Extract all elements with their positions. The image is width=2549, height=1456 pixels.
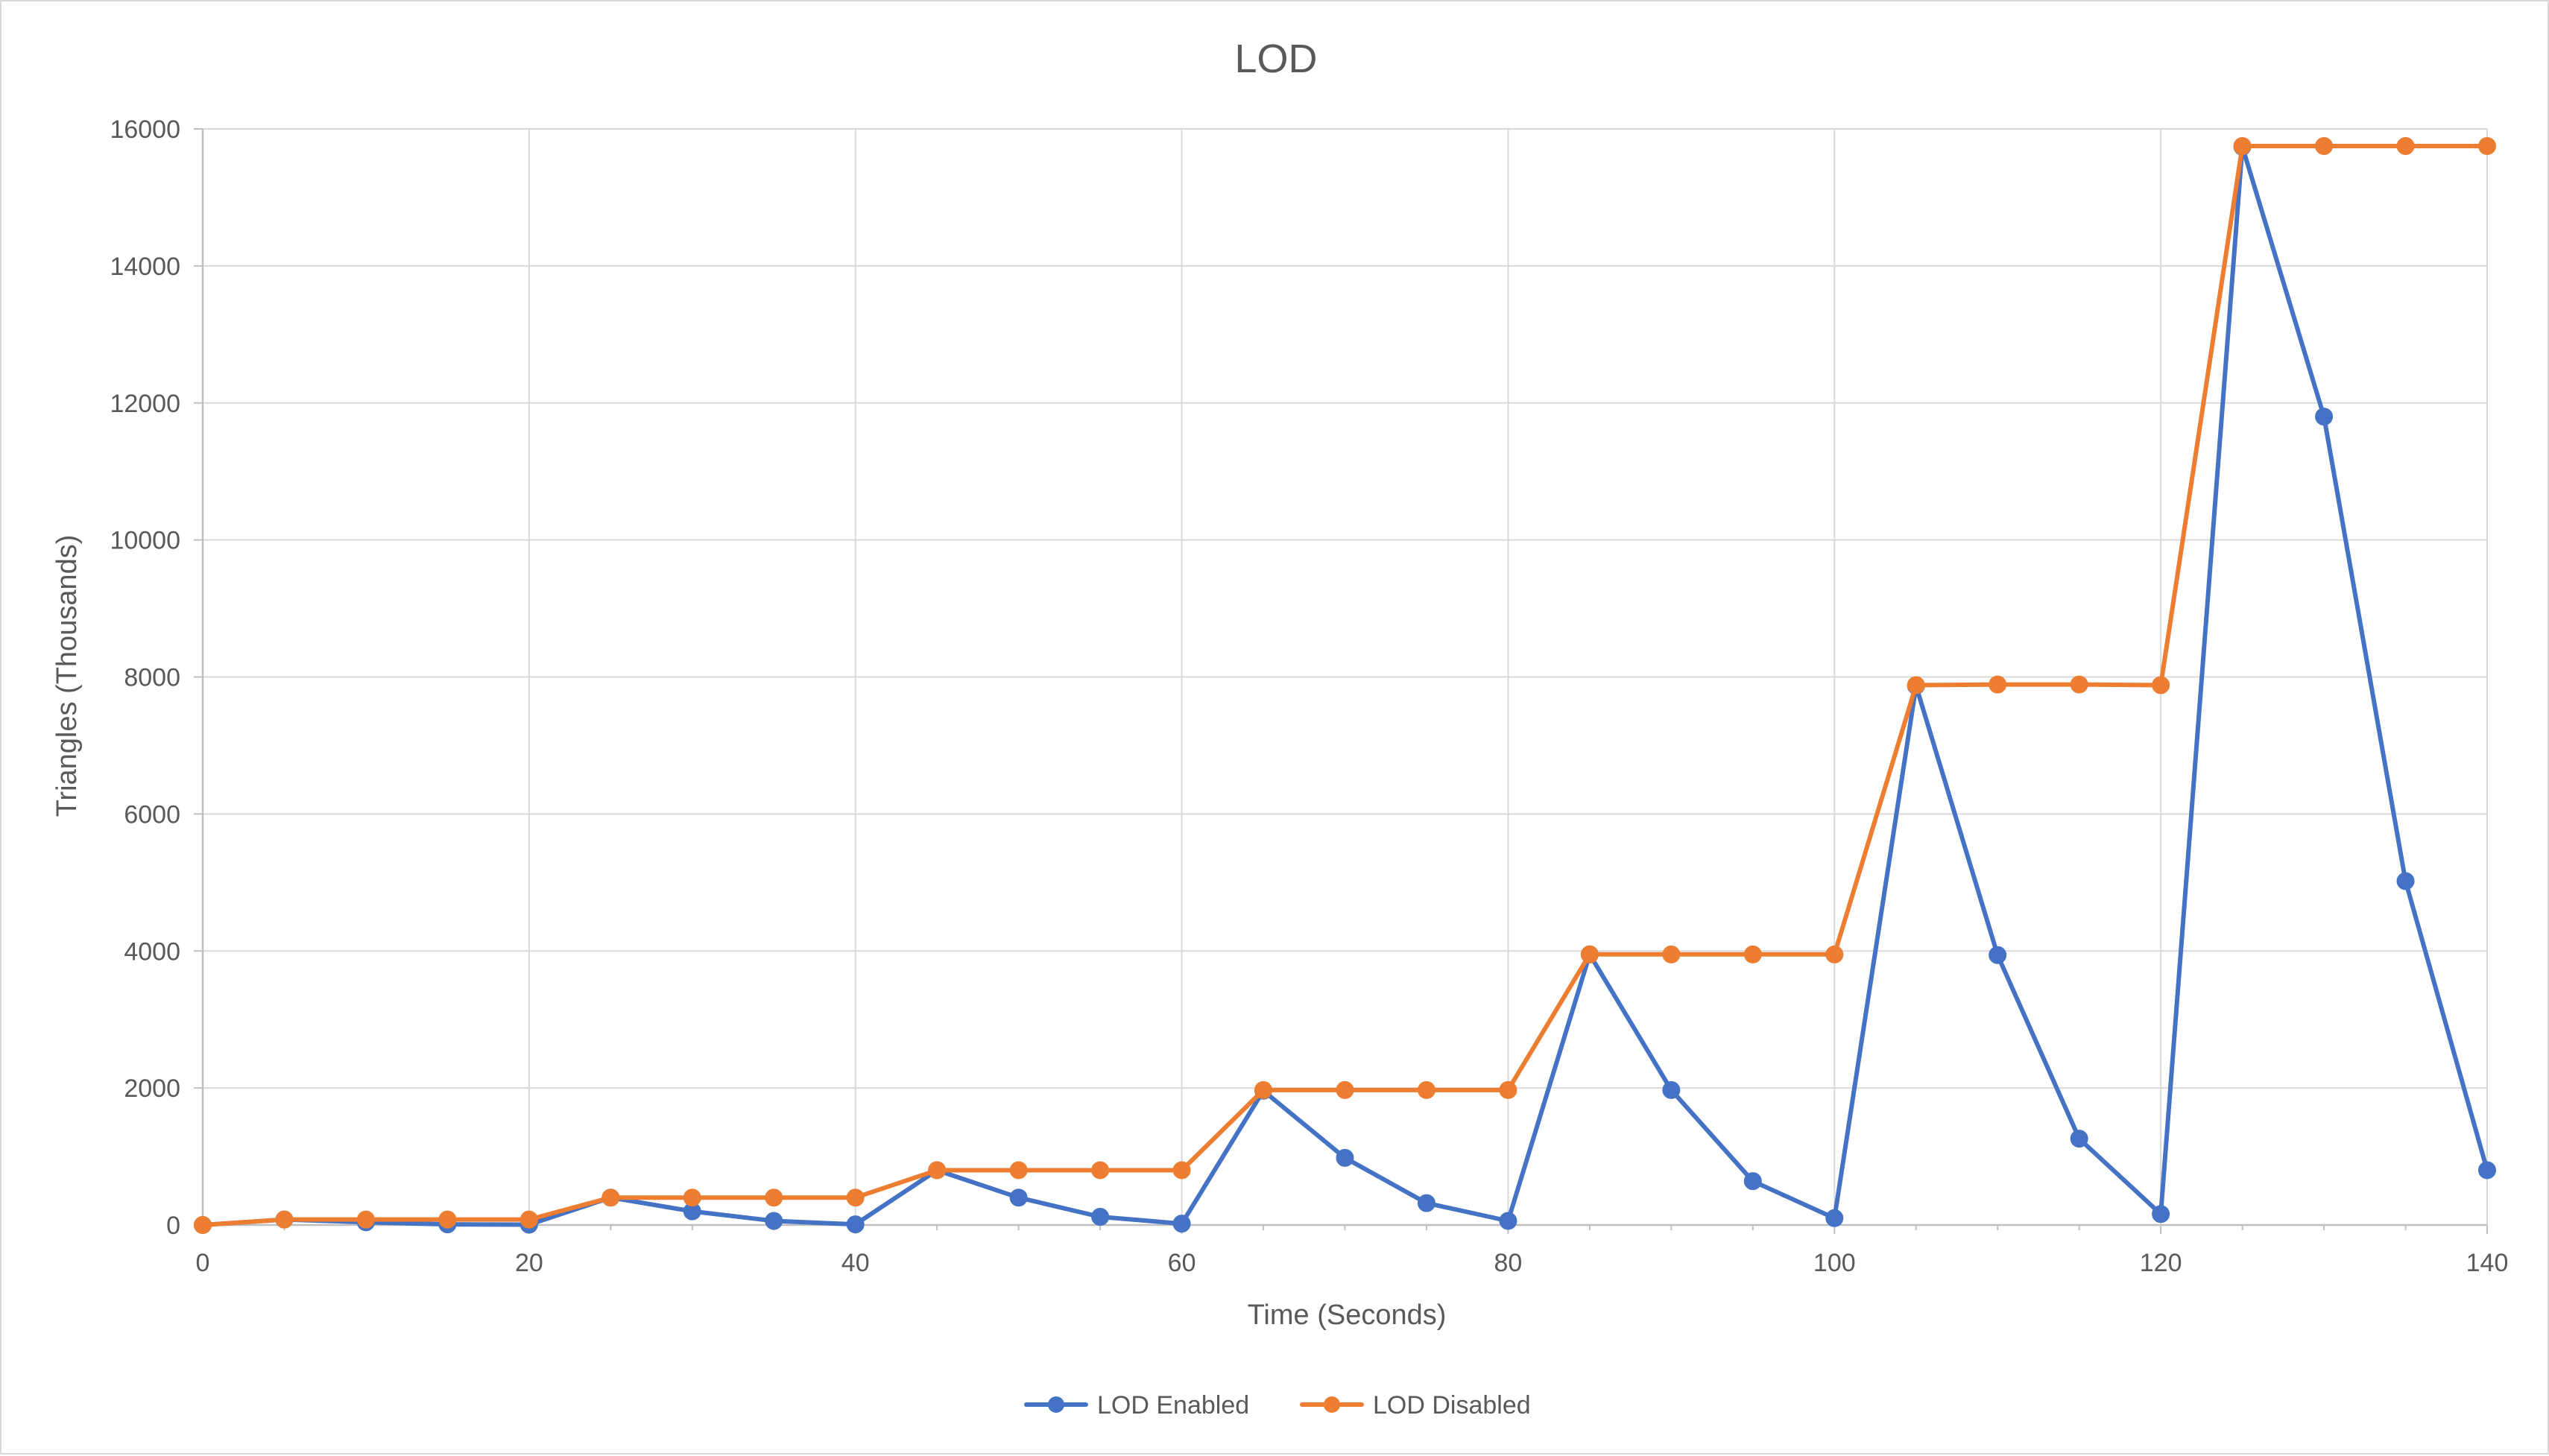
data-point-lod-enabled [1989, 946, 2007, 964]
data-point-lod-enabled [2478, 1161, 2496, 1180]
data-point-lod-enabled [2152, 1205, 2170, 1224]
x-tick-label: 40 [841, 1249, 870, 1277]
chart-title: LOD [1234, 37, 1317, 81]
data-point-lod-enabled [1009, 1188, 1028, 1207]
legend-swatch-marker [1324, 1396, 1340, 1413]
y-tick-label: 12000 [110, 390, 180, 418]
legend-label: LOD Disabled [1373, 1391, 1531, 1419]
data-point-lod-disabled [601, 1188, 620, 1207]
data-point-lod-disabled [765, 1188, 783, 1207]
x-tick-label: 120 [2140, 1249, 2182, 1277]
series-lines [194, 136, 2496, 1234]
data-point-lod-disabled [2152, 676, 2170, 694]
data-point-lod-disabled [1662, 945, 1681, 963]
data-point-lod-enabled [1662, 1080, 1681, 1099]
data-point-lod-disabled [1336, 1080, 1354, 1099]
legend-swatch-marker [1048, 1396, 1064, 1413]
data-point-lod-disabled [1580, 945, 1599, 963]
x-tick-label: 20 [515, 1249, 543, 1277]
x-tick-label: 60 [1168, 1249, 1196, 1277]
gridlines [203, 128, 2488, 1225]
data-point-lod-disabled [2315, 136, 2334, 155]
y-tick-label: 0 [166, 1212, 180, 1240]
data-point-lod-disabled [194, 1216, 212, 1234]
x-axis-label: Time (Seconds) [1248, 1300, 1447, 1331]
data-point-lod-enabled [2070, 1130, 2088, 1148]
data-point-lod-disabled [1499, 1080, 1517, 1099]
data-point-lod-disabled [438, 1210, 457, 1229]
data-point-lod-disabled [1091, 1161, 1110, 1180]
y-tick-label: 6000 [124, 800, 180, 829]
legend: LOD Enabled LOD Disabled [1024, 1391, 1531, 1419]
data-point-lod-disabled [1009, 1161, 1028, 1180]
data-point-lod-enabled [1825, 1209, 1844, 1227]
y-tick-label: 8000 [124, 664, 180, 692]
data-point-lod-disabled [928, 1161, 947, 1180]
data-point-lod-disabled [1989, 675, 2007, 694]
data-point-lod-enabled [765, 1212, 783, 1230]
data-point-lod-enabled [1336, 1148, 1354, 1167]
data-point-lod-disabled [683, 1188, 701, 1207]
x-tick-label: 100 [1813, 1249, 1856, 1277]
x-tick-label: 80 [1494, 1249, 1523, 1277]
data-point-lod-disabled [1907, 676, 1925, 694]
y-axis-label: Triangles (Thousands) [51, 535, 83, 817]
x-tick-label: 0 [196, 1249, 210, 1277]
data-point-lod-disabled [1825, 945, 1844, 963]
data-point-lod-enabled [2315, 408, 2334, 426]
data-point-lod-disabled [1254, 1080, 1273, 1099]
legend-label: LOD Enabled [1097, 1391, 1249, 1419]
data-point-lod-disabled [2233, 136, 2252, 155]
data-point-lod-enabled [846, 1215, 865, 1234]
legend-item-lod-disabled: LOD Disabled [1300, 1391, 1531, 1419]
y-tick-label: 14000 [110, 253, 180, 281]
data-point-lod-disabled [1417, 1080, 1435, 1099]
tick-labels: 0 2000 4000 6000 8000 10000 12000 14000 16000 0 20… [110, 115, 2508, 1277]
data-point-lod-disabled [275, 1210, 294, 1229]
legend-item-lod-enabled: LOD Enabled [1024, 1391, 1249, 1419]
data-point-lod-disabled [2478, 136, 2496, 155]
y-tick-label: 2000 [124, 1074, 180, 1103]
data-point-lod-disabled [519, 1210, 538, 1229]
data-point-lod-disabled [846, 1188, 865, 1207]
x-tick-label: 140 [2466, 1249, 2509, 1277]
data-point-lod-enabled [1091, 1207, 1110, 1226]
data-point-lod-enabled [1499, 1212, 1517, 1230]
data-point-lod-disabled [1172, 1161, 1191, 1180]
data-point-lod-disabled [2070, 675, 2088, 694]
y-tick-label: 4000 [124, 937, 180, 966]
axes [194, 128, 2488, 1234]
data-point-lod-enabled [2396, 872, 2415, 890]
data-point-lod-enabled [1417, 1194, 1435, 1212]
y-tick-label: 10000 [110, 527, 180, 555]
data-point-lod-disabled [356, 1210, 375, 1229]
data-point-lod-disabled [2396, 136, 2415, 155]
data-point-lod-enabled [1172, 1215, 1191, 1233]
series-lod-disabled [194, 136, 2496, 1234]
series-line-lod-disabled [200, 144, 2489, 1227]
data-point-lod-enabled [1743, 1172, 1762, 1191]
y-tick-label: 16000 [110, 115, 180, 144]
data-point-lod-disabled [1743, 945, 1762, 963]
